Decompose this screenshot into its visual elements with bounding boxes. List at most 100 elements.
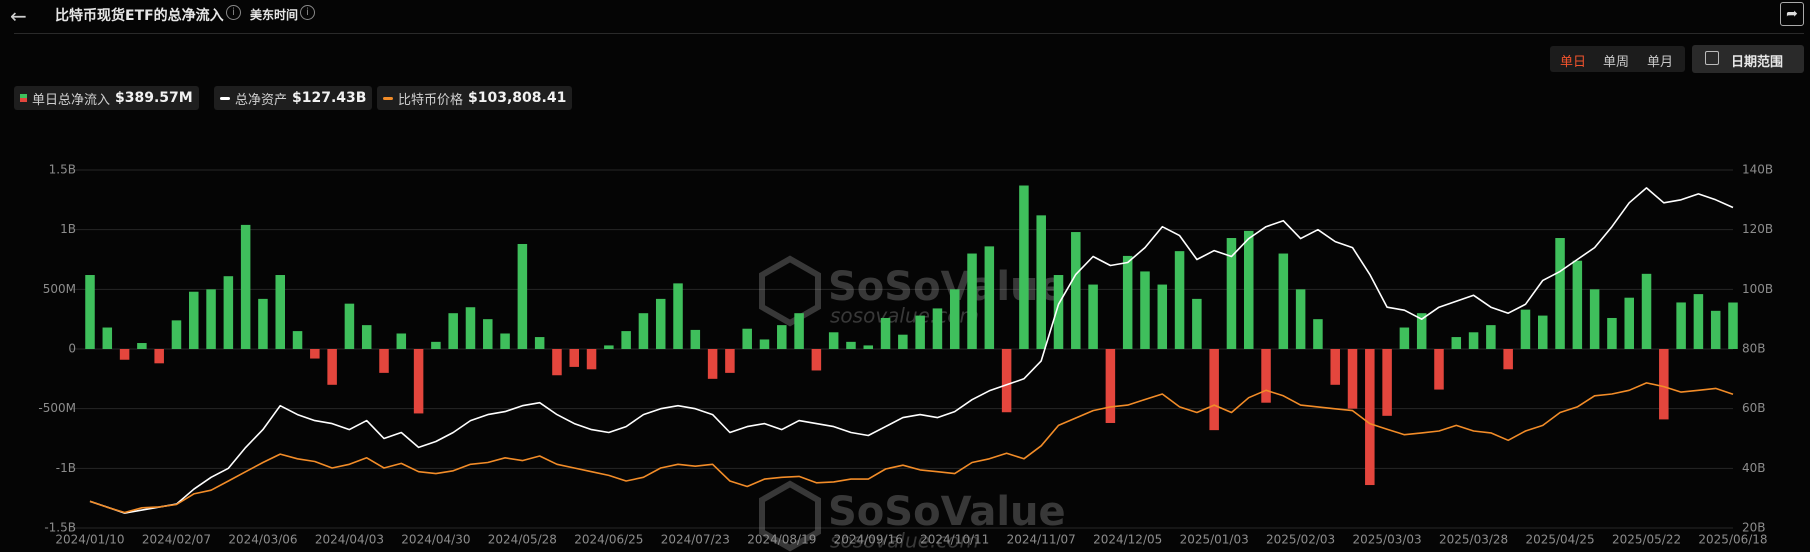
legend-swatch <box>220 96 230 100</box>
bar <box>1399 327 1410 349</box>
bar <box>500 333 510 349</box>
bar <box>171 320 182 349</box>
bar <box>794 313 804 349</box>
bar <box>846 341 856 349</box>
bar <box>1001 349 1012 413</box>
bar <box>932 308 943 349</box>
bar <box>1503 349 1513 370</box>
info-icon[interactable]: i <box>226 5 241 20</box>
bar <box>707 349 718 379</box>
legend-item[interactable]: 比特币价格 $103,808.41 <box>377 86 573 110</box>
x-tick-label: 2024/04/30 <box>401 533 470 547</box>
period-month[interactable]: 单月 <box>1647 55 1674 70</box>
bar <box>1261 349 1271 403</box>
x-tick-label: 2024/01/10 <box>55 533 124 547</box>
legend-label: 比特币价格 <box>398 92 464 108</box>
bar <box>1486 325 1496 349</box>
bar <box>1555 238 1565 349</box>
bar <box>119 349 130 360</box>
bar <box>327 349 337 385</box>
y2-tick-label: 120B <box>1742 222 1773 236</box>
bar <box>206 289 216 349</box>
bar <box>85 275 95 349</box>
info-icon[interactable]: i <box>300 5 315 20</box>
bar <box>1122 255 1133 349</box>
bar <box>1174 251 1185 349</box>
bar <box>1019 185 1029 349</box>
bar <box>431 341 441 349</box>
legend-item[interactable]: 总净资产 $127.43B <box>214 86 373 110</box>
bar <box>1313 319 1323 349</box>
line-series <box>89 382 1734 514</box>
bar <box>258 298 268 349</box>
bar <box>1468 332 1479 349</box>
x-tick-label: 2024/05/28 <box>488 533 557 547</box>
period-week[interactable]: 单周 <box>1603 55 1630 70</box>
bar <box>223 276 234 349</box>
bar <box>240 224 251 349</box>
bar <box>1209 349 1219 431</box>
watermark-site: sosovalue.com <box>830 529 979 552</box>
bar <box>465 307 476 349</box>
bar <box>1572 260 1583 349</box>
x-tick-label: 2024/11/07 <box>1007 533 1076 547</box>
calendar-icon <box>1705 51 1719 65</box>
line-series <box>89 187 1734 514</box>
bar <box>413 349 424 414</box>
bar <box>1243 230 1254 349</box>
x-tick-label: 2024/09/16 <box>834 533 903 547</box>
x-tick-label: 2025/01/03 <box>1180 533 1249 547</box>
back-button[interactable]: ← <box>10 4 27 28</box>
date-range-label: 日期范围 <box>1731 55 1784 70</box>
bar <box>898 334 908 349</box>
bar <box>1330 349 1340 385</box>
x-tick-label: 2025/06/18 <box>1698 533 1767 547</box>
y-tick-label: -1.5B <box>44 521 76 535</box>
x-tick-label: 2024/07/23 <box>661 533 730 547</box>
bar <box>915 315 925 349</box>
bar <box>1659 349 1669 420</box>
bar <box>1088 284 1098 349</box>
x-tick-label: 2024/08/19 <box>747 533 816 547</box>
period-switch <box>1550 46 1685 72</box>
bar <box>1416 313 1427 349</box>
bar <box>275 275 285 349</box>
bar <box>1278 253 1289 349</box>
legend-item[interactable]: 单日总净流入 $389.57M <box>14 86 199 110</box>
bar <box>1451 337 1462 349</box>
y2-tick-label: 40B <box>1742 461 1766 475</box>
date-range-button[interactable] <box>1692 45 1804 73</box>
bar <box>742 328 752 349</box>
y-tick-label: -1B <box>56 461 76 475</box>
bar <box>863 345 874 349</box>
bar <box>1226 238 1237 349</box>
y2-tick-label: 20B <box>1742 521 1766 535</box>
x-tick-label: 2024/10/11 <box>920 533 989 547</box>
bar <box>604 345 614 349</box>
x-tick-label: 2025/02/03 <box>1266 533 1335 547</box>
bar <box>1105 349 1116 423</box>
bar <box>189 291 199 349</box>
y2-tick-label: 80B <box>1742 342 1766 356</box>
x-tick-label: 2024/06/25 <box>574 533 643 547</box>
legend-value: $127.43B <box>292 90 367 106</box>
bar <box>292 331 303 349</box>
share-button[interactable]: ➦ <box>1780 2 1804 26</box>
bar <box>1192 298 1202 349</box>
bar <box>1520 309 1531 349</box>
bar <box>137 343 147 349</box>
bar <box>690 329 701 349</box>
divider <box>14 33 1804 34</box>
legend-value: $103,808.41 <box>468 90 567 106</box>
bar <box>725 349 735 373</box>
period-day[interactable]: 单日 <box>1560 55 1587 70</box>
x-tick-label: 2025/05/22 <box>1612 533 1681 547</box>
bar <box>1295 289 1306 349</box>
bar <box>379 349 389 373</box>
bar <box>448 313 458 349</box>
bar <box>517 243 528 349</box>
legend-value: $389.57M <box>115 90 193 106</box>
